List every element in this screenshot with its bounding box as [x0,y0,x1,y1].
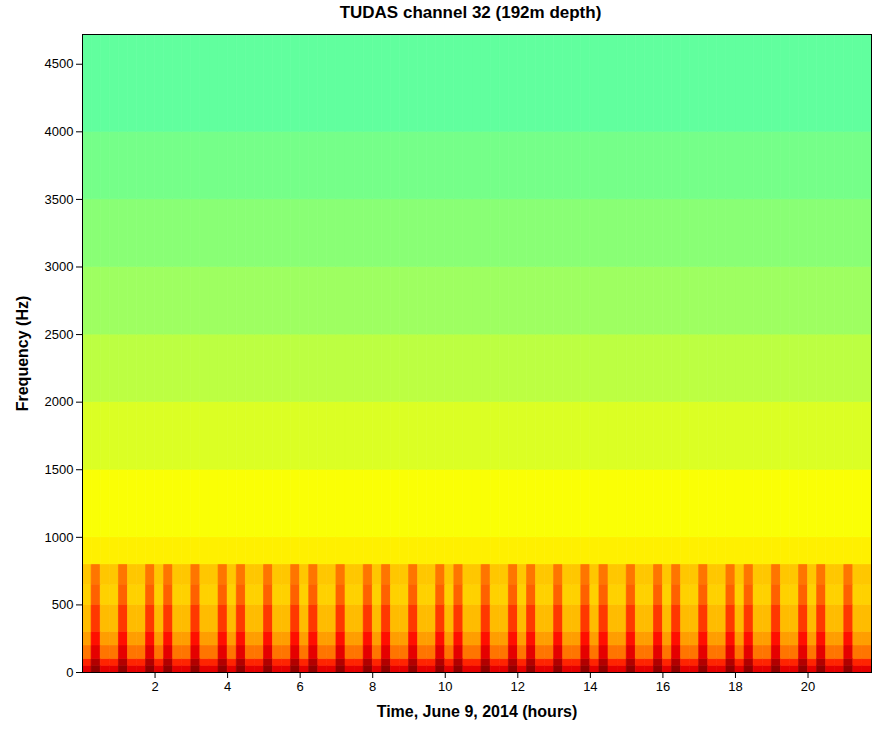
svg-text:16: 16 [656,679,670,694]
svg-text:4000: 4000 [45,124,74,139]
svg-text:20: 20 [801,679,815,694]
svg-text:12: 12 [511,679,525,694]
svg-text:1000: 1000 [45,529,74,544]
svg-text:Time, June 9, 2014 (hours): Time, June 9, 2014 (hours) [377,703,578,720]
svg-text:1500: 1500 [45,462,74,477]
svg-text:0: 0 [66,665,73,680]
svg-text:3000: 3000 [45,259,74,274]
svg-text:500: 500 [52,597,74,612]
svg-text:2000: 2000 [45,394,74,409]
svg-text:2500: 2500 [45,327,74,342]
svg-text:8: 8 [369,679,376,694]
svg-text:6: 6 [297,679,304,694]
svg-text:10: 10 [438,679,452,694]
svg-text:2: 2 [151,679,158,694]
svg-text:Frequency (Hz): Frequency (Hz) [14,296,31,412]
html-text:TUDAS channel 32 (192m depth): TUDAS channel 32 (192m depth) [339,3,602,22]
svg-text:3500: 3500 [45,192,74,207]
svg-text:4500: 4500 [45,56,74,71]
svg-text:14: 14 [583,679,597,694]
svg-text:18: 18 [728,679,742,694]
svg-text:4: 4 [224,679,231,694]
